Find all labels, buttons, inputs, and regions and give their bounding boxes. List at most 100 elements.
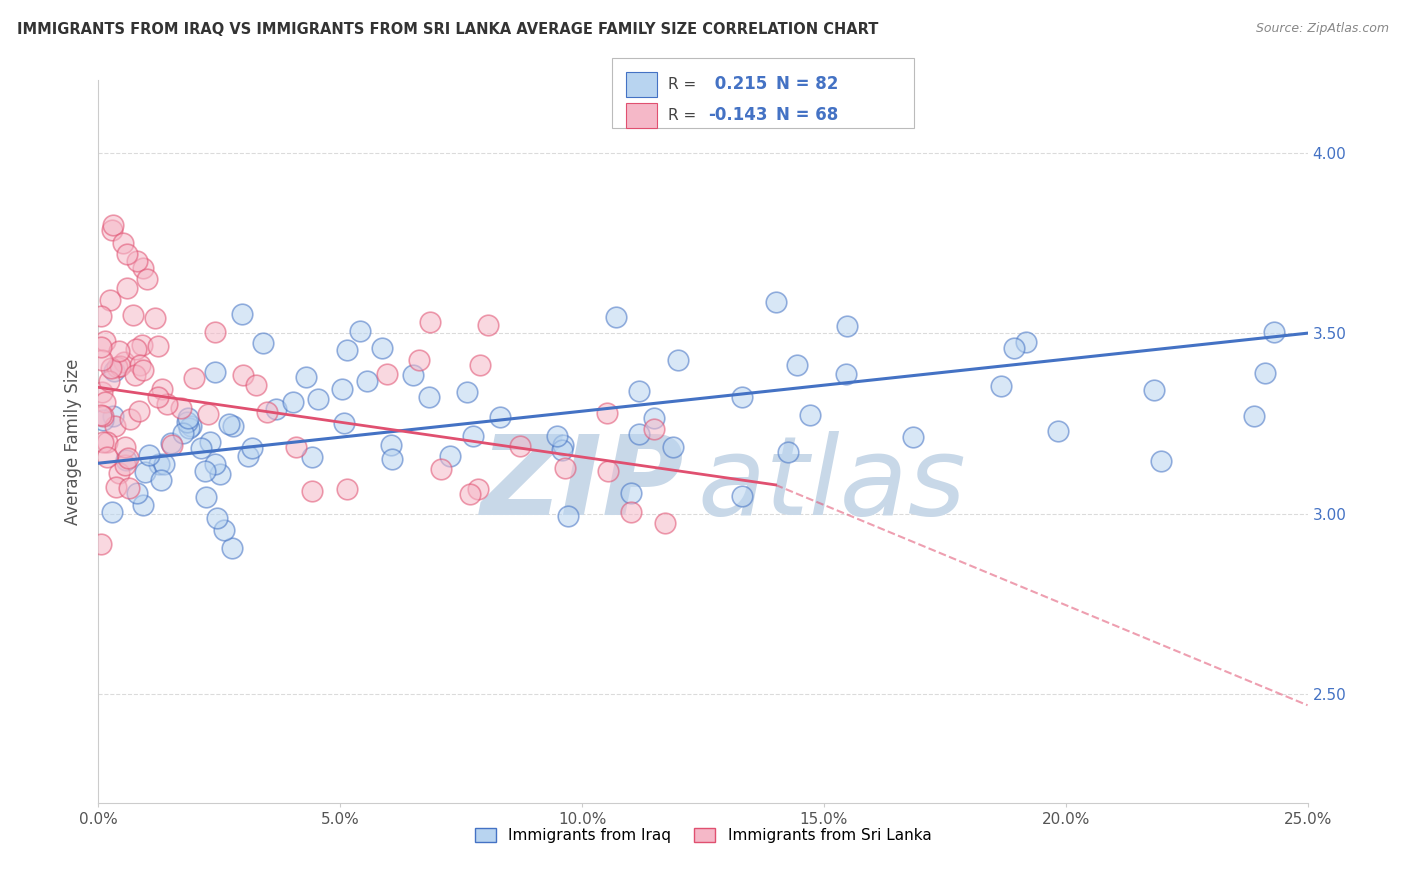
- Point: [1263, 325, 1285, 339]
- Point: [146, 390, 169, 404]
- Point: [596, 464, 619, 478]
- Point: [402, 368, 425, 382]
- Point: [212, 523, 235, 537]
- Point: [765, 294, 787, 309]
- Point: [105, 360, 128, 375]
- Point: [101, 409, 124, 423]
- Point: [619, 505, 641, 519]
- Point: [209, 467, 232, 482]
- Point: [131, 338, 153, 352]
- Point: [114, 354, 136, 368]
- Point: [149, 473, 172, 487]
- Point: [256, 404, 278, 418]
- Legend: Immigrants from Iraq, Immigrants from Sri Lanka: Immigrants from Iraq, Immigrants from Sr…: [468, 822, 938, 849]
- Point: [177, 410, 200, 425]
- Point: [264, 402, 287, 417]
- Point: [799, 408, 821, 422]
- Point: [90, 352, 112, 367]
- Text: N = 68: N = 68: [776, 106, 838, 124]
- Point: [730, 489, 752, 503]
- Point: [1243, 409, 1265, 423]
- Point: [468, 358, 491, 372]
- Point: [101, 218, 124, 232]
- Point: [98, 293, 121, 308]
- Point: [349, 324, 371, 338]
- Point: [103, 364, 125, 378]
- Text: Source: ZipAtlas.com: Source: ZipAtlas.com: [1256, 22, 1389, 36]
- Point: [115, 453, 138, 467]
- Point: [117, 451, 139, 466]
- Point: [551, 443, 574, 458]
- Point: [835, 367, 858, 381]
- Point: [98, 374, 121, 388]
- Point: [96, 450, 118, 465]
- Point: [111, 235, 134, 250]
- Point: [654, 516, 676, 531]
- Point: [204, 366, 226, 380]
- Point: [419, 315, 441, 329]
- Point: [330, 382, 353, 396]
- Point: [1046, 424, 1069, 438]
- Point: [90, 339, 112, 353]
- Point: [207, 511, 229, 525]
- Point: [160, 436, 183, 450]
- Point: [132, 498, 155, 512]
- Point: [148, 458, 170, 472]
- Point: [467, 482, 489, 496]
- Point: [96, 435, 118, 450]
- Point: [105, 480, 128, 494]
- Point: [1143, 384, 1166, 398]
- Point: [172, 426, 194, 441]
- Point: [156, 397, 179, 411]
- Point: [183, 370, 205, 384]
- Point: [509, 439, 531, 453]
- Point: [197, 408, 219, 422]
- Point: [198, 434, 221, 449]
- Point: [128, 359, 150, 373]
- Point: [132, 261, 155, 276]
- Point: [204, 325, 226, 339]
- Text: atlas: atlas: [697, 432, 966, 539]
- Point: [91, 435, 114, 450]
- Point: [477, 318, 499, 332]
- Point: [150, 382, 173, 396]
- Point: [786, 358, 808, 372]
- Point: [222, 419, 245, 434]
- Point: [94, 334, 117, 348]
- Point: [605, 310, 627, 324]
- Text: N = 82: N = 82: [776, 76, 838, 94]
- Point: [118, 411, 141, 425]
- Point: [1015, 334, 1038, 349]
- Point: [108, 359, 131, 373]
- Point: [124, 368, 146, 382]
- Point: [439, 449, 461, 463]
- Text: -0.143: -0.143: [709, 106, 768, 124]
- Point: [356, 374, 378, 388]
- Point: [125, 486, 148, 500]
- Point: [231, 307, 253, 321]
- Point: [146, 338, 169, 352]
- Point: [375, 368, 398, 382]
- Point: [91, 409, 114, 424]
- Point: [554, 460, 576, 475]
- Point: [138, 448, 160, 462]
- Point: [170, 401, 193, 415]
- Point: [100, 505, 122, 519]
- Point: [104, 418, 127, 433]
- Point: [240, 441, 263, 455]
- Y-axis label: Average Family Size: Average Family Size: [65, 359, 83, 524]
- Point: [101, 223, 124, 237]
- Point: [194, 490, 217, 504]
- Point: [117, 246, 139, 260]
- Point: [553, 438, 575, 452]
- Point: [177, 420, 200, 434]
- Text: 0.215: 0.215: [709, 76, 766, 94]
- Point: [232, 368, 254, 383]
- Point: [661, 440, 683, 454]
- Point: [100, 360, 122, 375]
- Point: [643, 410, 665, 425]
- Point: [108, 343, 131, 358]
- Point: [90, 537, 112, 551]
- Point: [301, 450, 323, 464]
- Point: [114, 441, 136, 455]
